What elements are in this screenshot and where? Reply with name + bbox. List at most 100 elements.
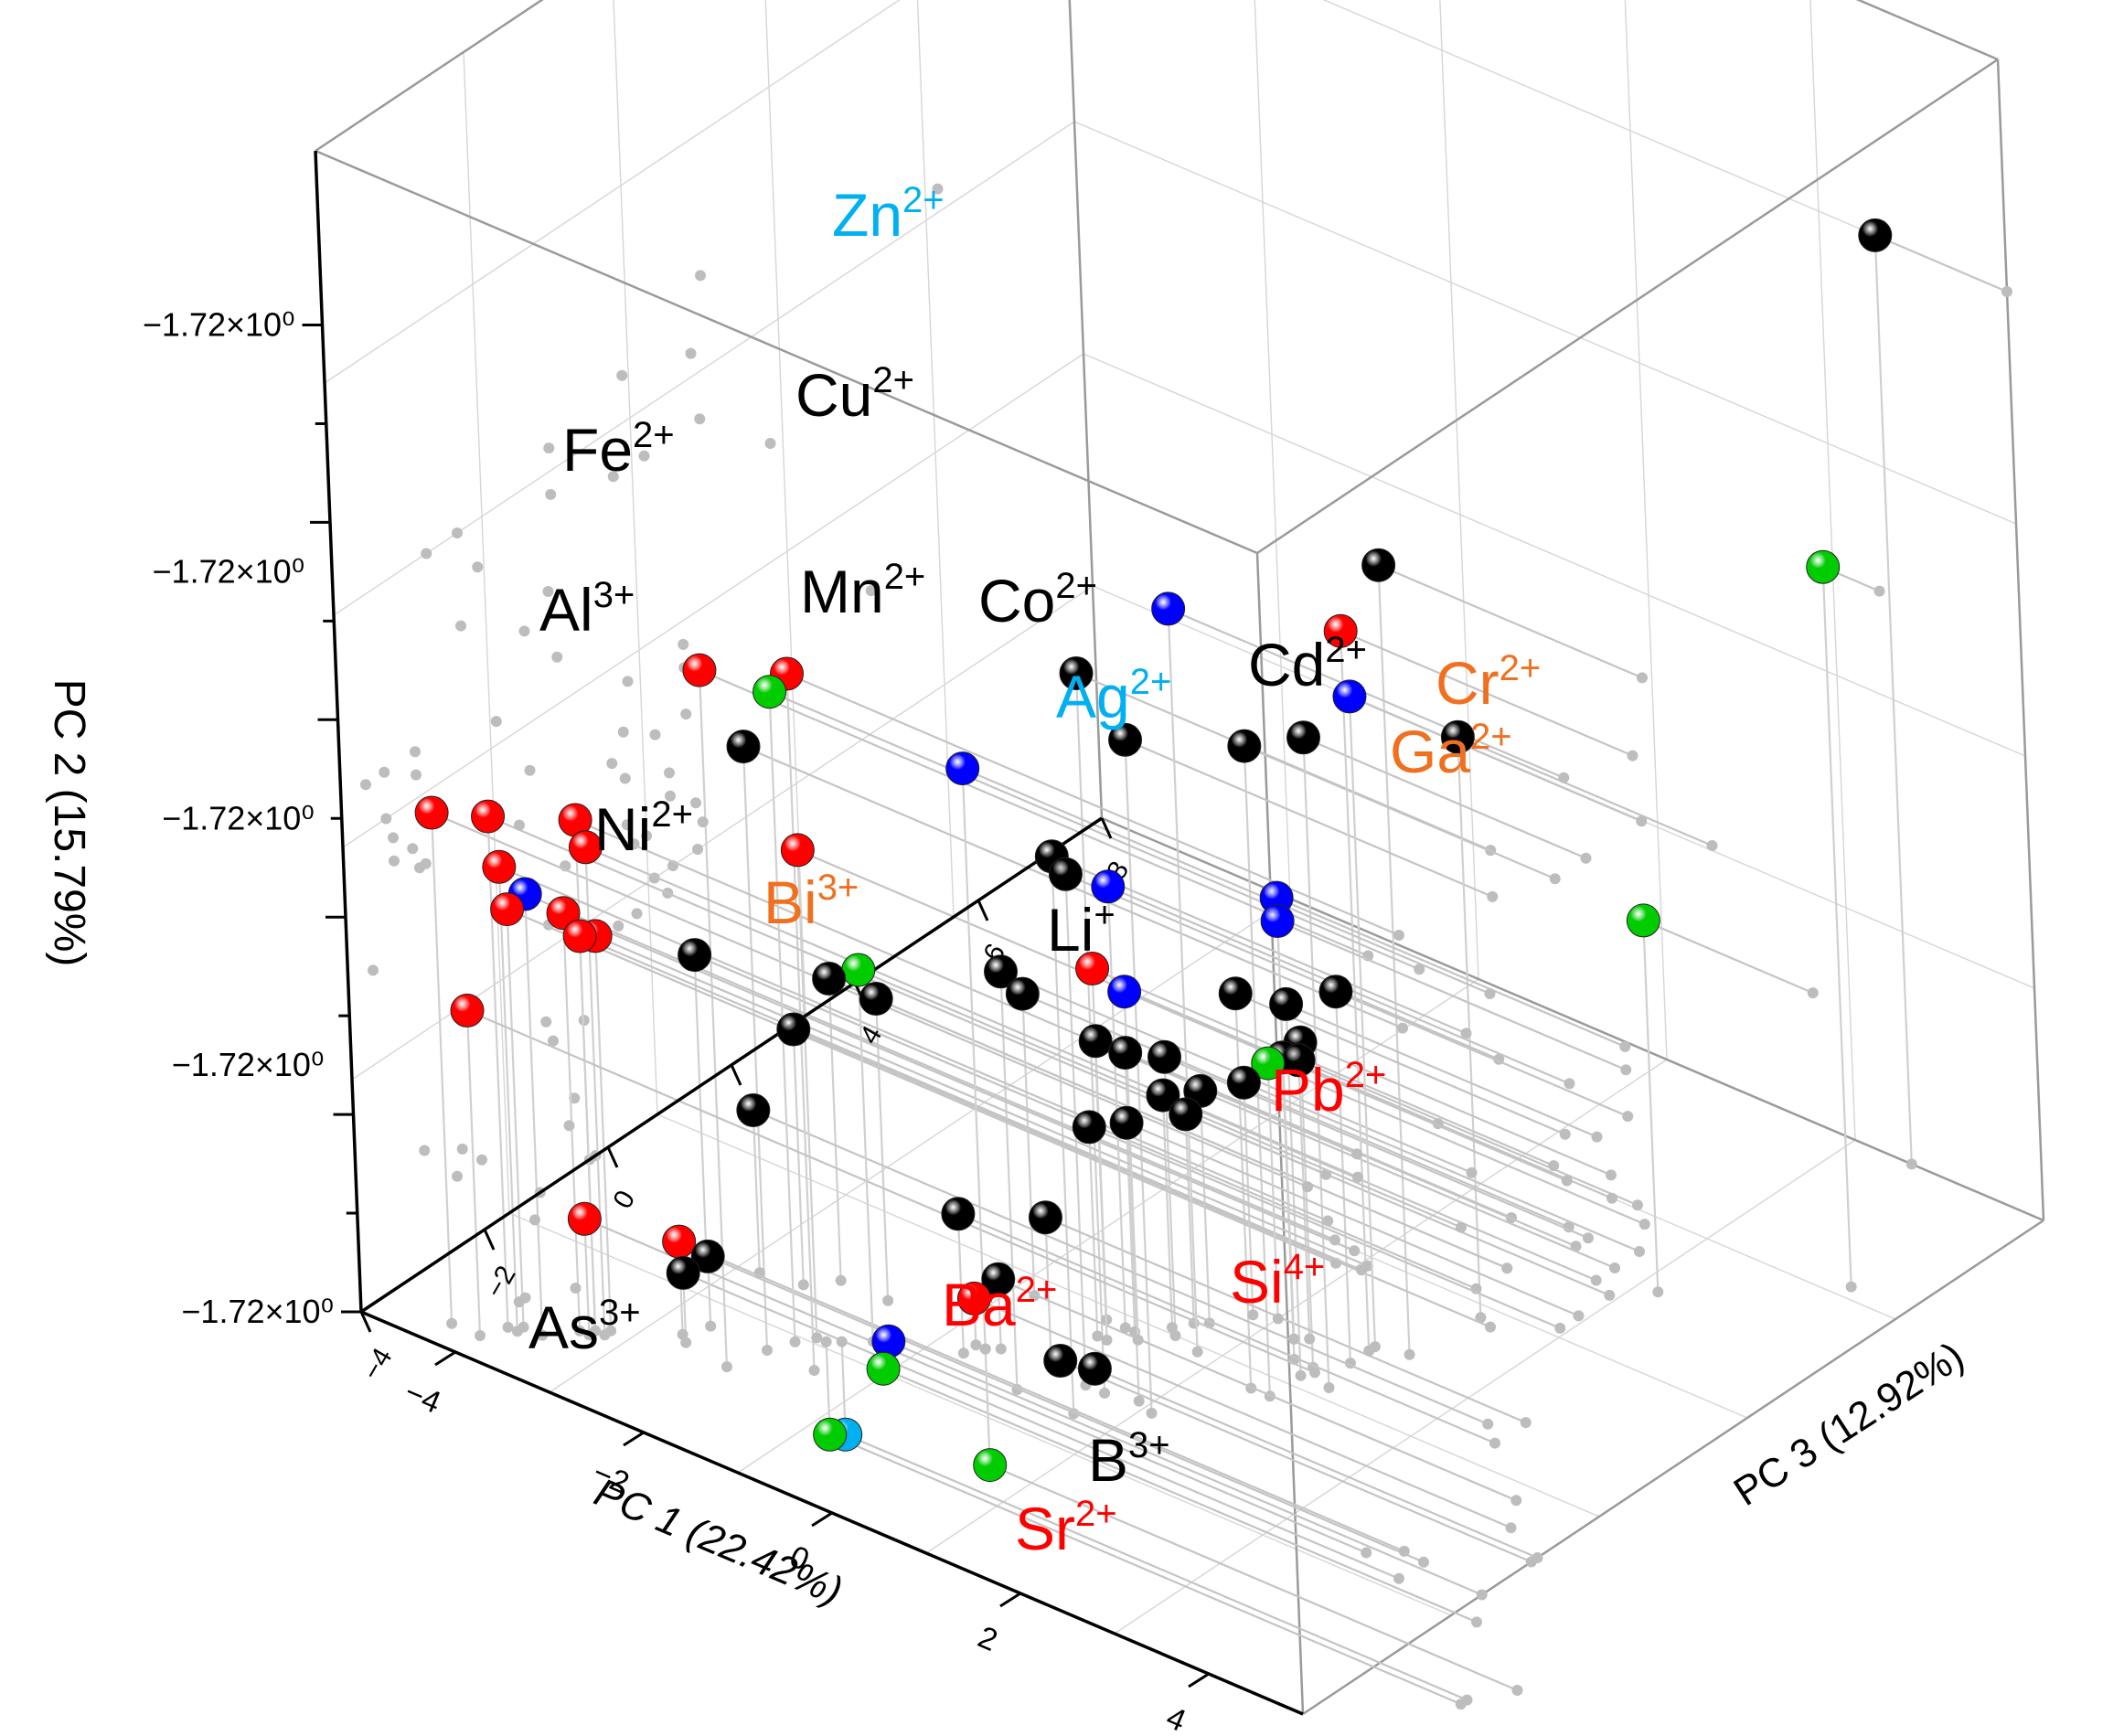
projection-line xyxy=(583,1218,1367,1554)
data-point-black xyxy=(1108,1036,1143,1070)
data-point-blue xyxy=(945,751,980,786)
drop-line xyxy=(796,849,818,1338)
pc2-axis-title: PC 2 (15.79%) xyxy=(45,679,93,967)
projection-point xyxy=(1404,1348,1415,1360)
data-point-red xyxy=(662,1224,697,1259)
projection-line xyxy=(1065,873,1500,1060)
projection-point xyxy=(1247,1309,1259,1321)
ion-labels: Zn2+ Cu2+ Fe2+ Al3+ Mn2+ Co2+ Ag2+ Cd2+ Cr2+Ga2+… xyxy=(528,180,1541,1562)
drop-line xyxy=(1348,696,1377,1347)
projection-point xyxy=(1634,1246,1645,1257)
projection-point xyxy=(1361,1547,1372,1559)
data-point-black xyxy=(1440,719,1475,754)
projection-point xyxy=(1637,672,1648,684)
projection-point xyxy=(1485,1321,1496,1333)
projection-point xyxy=(1558,772,1570,783)
projection-point xyxy=(1133,1395,1145,1407)
gridline xyxy=(613,0,658,1115)
projection-point xyxy=(836,1336,848,1347)
projection-point xyxy=(360,779,371,791)
projection-line xyxy=(973,1297,1511,1529)
box-edge xyxy=(1255,552,1305,1715)
projection-point xyxy=(1609,1262,1620,1273)
projection-point xyxy=(410,746,421,758)
projection-point xyxy=(1520,1417,1532,1429)
gridline xyxy=(1254,0,1291,900)
data-point-black xyxy=(1226,1065,1261,1100)
projection-point xyxy=(379,766,390,778)
data-point-black xyxy=(1227,729,1262,763)
projection-point xyxy=(690,797,701,809)
projection-point xyxy=(1548,1160,1560,1172)
gridline xyxy=(1083,353,2026,757)
projection-point xyxy=(694,413,706,425)
projection-line xyxy=(1094,1368,1538,1560)
data-point-black xyxy=(1078,1024,1113,1059)
gridline xyxy=(1624,0,1668,1060)
projection-point xyxy=(1309,1367,1320,1379)
projection-line xyxy=(829,1433,1462,1706)
ion-label-b: B3+ xyxy=(1088,1425,1170,1494)
data-point-red xyxy=(682,653,717,687)
projection-point xyxy=(705,1320,717,1332)
projection-point xyxy=(1636,815,1648,827)
projection-point xyxy=(1590,1274,1602,1286)
projection-line xyxy=(845,1433,1468,1701)
drop-line xyxy=(1088,1126,1099,1337)
projection-point xyxy=(1604,1289,1616,1301)
ion-label-al: Al3+ xyxy=(539,575,635,644)
projection-point xyxy=(1398,1545,1410,1557)
projection-point xyxy=(1456,1221,1467,1233)
projection-point xyxy=(1351,1148,1362,1160)
projection-point xyxy=(1466,1166,1478,1178)
projection-point xyxy=(1476,1589,1488,1601)
projection-point xyxy=(1414,964,1425,975)
projection-point xyxy=(1352,1171,1363,1183)
projection-point xyxy=(811,1332,823,1344)
projection-point xyxy=(1622,1111,1634,1123)
projection-line xyxy=(682,1272,1400,1580)
projection-point xyxy=(638,450,650,462)
projection-point xyxy=(1146,1407,1158,1419)
projection-point xyxy=(490,716,502,728)
projection-line xyxy=(498,866,1329,1222)
drop-line xyxy=(1377,565,1411,1355)
data-point-black xyxy=(666,1255,700,1290)
drop-line xyxy=(1167,608,1199,1352)
projection-point xyxy=(1272,1313,1284,1325)
data-point-black xyxy=(981,1262,1016,1296)
ion-label-as: As3+ xyxy=(528,1293,641,1361)
projection-line xyxy=(524,892,1336,1241)
projection-point xyxy=(932,183,944,195)
projection-point xyxy=(664,767,675,779)
pc3-tick xyxy=(359,1311,372,1333)
data-point-black xyxy=(984,954,1018,989)
projection-point xyxy=(697,816,709,828)
projection-point xyxy=(407,843,419,855)
ion-label-fe: Fe2+ xyxy=(562,415,675,484)
projection-line xyxy=(1088,1125,1561,1329)
projection-point xyxy=(835,1274,847,1286)
projection-line xyxy=(1874,234,2008,293)
gridline xyxy=(737,978,1479,1474)
ion-label-li: Li+ xyxy=(1047,895,1115,964)
pc2-axis-line xyxy=(314,150,363,1313)
data-point-blue xyxy=(1332,679,1367,714)
projection-line xyxy=(962,767,1490,996)
pc2-tick-label: −1.72×10⁰ xyxy=(162,799,315,836)
projection-line xyxy=(1243,745,1556,880)
box-edge xyxy=(1996,59,2045,1221)
projection-point xyxy=(616,369,628,381)
data-point-blue xyxy=(1091,869,1126,904)
pc1-tick-label: 4 xyxy=(1161,1700,1190,1736)
pc3-tick-label: 0 xyxy=(607,1186,641,1214)
data-point-red xyxy=(546,896,581,931)
projection-line xyxy=(1060,1359,1532,1563)
projection-point xyxy=(1302,1181,1313,1193)
projection-point xyxy=(1461,1694,1473,1706)
projection-line xyxy=(882,1368,1478,1624)
projection-point xyxy=(1482,1418,1494,1430)
projection-point xyxy=(1591,1131,1603,1143)
drop-line xyxy=(1302,737,1330,1389)
projection-point xyxy=(622,676,634,687)
